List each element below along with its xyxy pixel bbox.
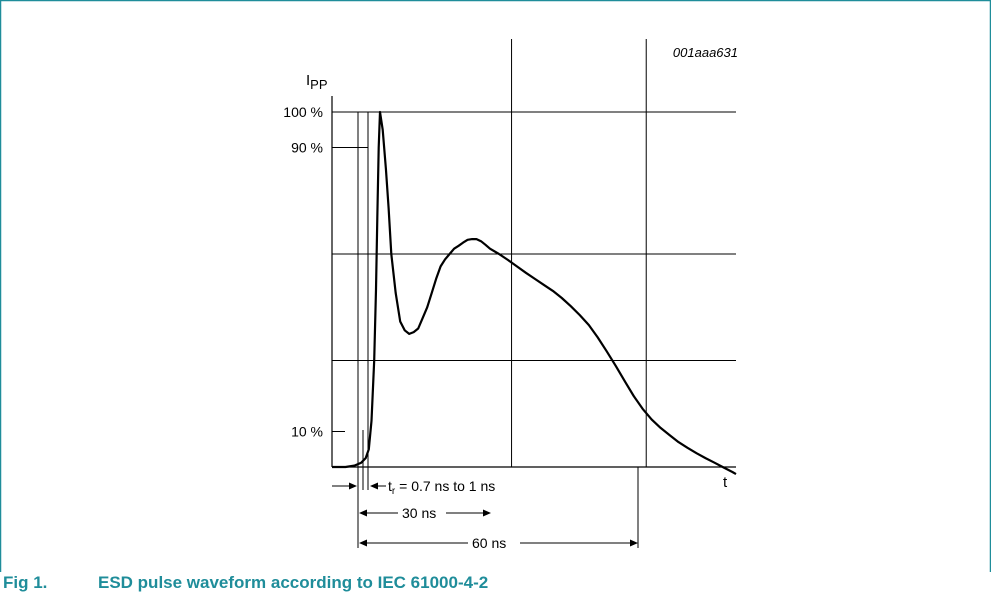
- timing-annotations: tr = 0.7 ns to 1 ns 30 ns 60 ns: [332, 112, 639, 551]
- grid-lines: [332, 39, 736, 467]
- y-axis-label: IPP: [306, 72, 328, 92]
- esd-pulse-curve: [332, 110, 737, 476]
- dim-60ns-right-head: [630, 539, 638, 547]
- figure-code: 001aaa631: [673, 45, 738, 60]
- figure-caption: Fig 1. ESD pulse waveform according to IE…: [3, 573, 488, 593]
- dim-30ns-right-head: [483, 509, 491, 517]
- rise-arrow-right-head: [370, 482, 378, 490]
- figure-border: [0, 0, 991, 572]
- y-tick-label-0: 100 %: [283, 104, 323, 120]
- x-axis-label: t: [723, 474, 728, 491]
- rise-time-label: tr = 0.7 ns to 1 ns: [388, 478, 495, 497]
- dim-60ns-left-head: [359, 539, 367, 547]
- rise-arrow-left-head: [349, 482, 357, 490]
- y-tick-label-2: 10 %: [291, 424, 323, 440]
- dim-60ns-label: 60 ns: [472, 535, 506, 551]
- dim-30ns-label: 30 ns: [402, 505, 436, 521]
- dim-30ns-left-head: [359, 509, 367, 517]
- figure-caption-text: ESD pulse waveform according to IEC 6100…: [98, 573, 489, 592]
- figure-number: Fig 1.: [3, 573, 48, 592]
- y-ticks: 100 % 90 % 10 %: [283, 104, 368, 440]
- y-tick-label-1: 90 %: [291, 140, 323, 156]
